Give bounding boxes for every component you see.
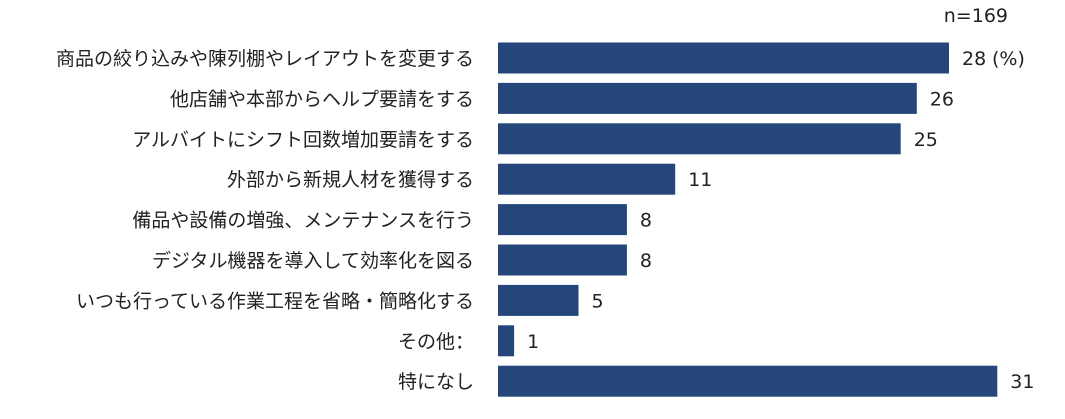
category-label-4: 外部から新規人材を獲得する <box>227 169 474 191</box>
value-label-4: 11 <box>688 169 712 191</box>
bars-group: 商品の絞り込みや陳列棚やレイアウトを変更する 28 (%) 他店舗や本部からヘルプ要請… <box>56 42 1034 397</box>
value-label-2: 26 <box>930 88 954 110</box>
category-label-8: その他： <box>398 331 474 353</box>
bar-9 <box>498 365 998 397</box>
value-label-6: 8 <box>640 250 652 272</box>
value-label-7: 5 <box>592 290 604 312</box>
bar-2 <box>498 82 917 114</box>
sample-size-label: n=169 <box>944 5 1008 27</box>
category-label-2: 他店舗や本部からヘルプ要請をする <box>170 88 474 110</box>
bar-5 <box>498 204 627 236</box>
bar-1 <box>498 42 949 74</box>
value-label-8: 1 <box>527 331 539 353</box>
unit-label: (%) <box>992 48 1025 70</box>
value-label-9: 31 <box>1010 371 1034 393</box>
bar-7 <box>498 284 579 316</box>
bar-4 <box>498 163 676 195</box>
value-label-3: 25 <box>914 129 938 151</box>
value-label-1: 28 <box>962 48 986 70</box>
category-label-7: いつも行っている作業工程を省略・簡略化する <box>76 290 474 312</box>
bar-6 <box>498 244 627 276</box>
category-label-6: デジタル機器を導入して効率化を図る <box>152 250 474 272</box>
category-label-9: 特になし <box>398 371 474 393</box>
category-label-1: 商品の絞り込みや陳列棚やレイアウトを変更する <box>56 48 474 70</box>
category-label-3: アルバイトにシフト回数増加要請をする <box>132 129 474 151</box>
category-label-5: 備品や設備の増強、メンテナンスを行う <box>132 210 474 232</box>
bar-3 <box>498 123 901 155</box>
bar-8 <box>498 325 515 357</box>
value-label-5: 8 <box>640 210 652 232</box>
